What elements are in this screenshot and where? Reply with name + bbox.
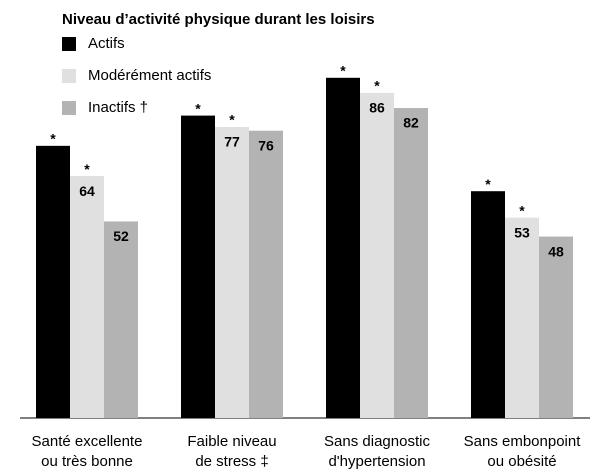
bar (539, 236, 573, 418)
value-label: 76 (258, 137, 274, 153)
x-tick-label: d'hypertension (328, 453, 425, 470)
bar (394, 108, 428, 418)
value-label: 53 (514, 224, 530, 240)
chart-title: Niveau d’activité physique durant les lo… (62, 11, 375, 28)
value-label: 72 (45, 153, 61, 169)
bar (360, 92, 394, 419)
legend-label: Actifs (88, 35, 125, 52)
legend-swatch (62, 69, 76, 83)
bar (181, 115, 215, 418)
value-label: 86 (369, 100, 385, 116)
x-tick-label: ou très bonne (41, 453, 133, 470)
value-label: 82 (403, 115, 419, 131)
value-label: 80 (190, 122, 206, 138)
x-tick-label: Sans embonpoint (464, 433, 582, 450)
bar (215, 126, 249, 418)
bar (471, 191, 505, 418)
bar (104, 221, 138, 418)
legend-label: Modérément actifs (88, 67, 211, 84)
significance-marker: * (50, 131, 56, 147)
significance-marker: * (485, 176, 491, 192)
x-tick-label: ou obésité (487, 453, 556, 470)
significance-marker: * (374, 78, 380, 94)
significance-marker: * (195, 100, 201, 116)
legend-label: Inactifs † (88, 99, 148, 116)
bar (36, 145, 70, 418)
value-label: 64 (79, 183, 95, 199)
bar (249, 130, 283, 418)
value-label: 52 (113, 228, 129, 244)
x-tick-label: Santé excellente (32, 433, 143, 450)
significance-marker: * (519, 202, 525, 218)
legend-swatch (62, 37, 76, 51)
x-tick-label: Sans diagnostic (324, 433, 430, 450)
x-tick-label: de stress ‡ (195, 453, 268, 470)
value-label: 60 (480, 198, 496, 214)
x-tick-label: Faible niveau (187, 433, 276, 450)
bar (70, 176, 104, 418)
significance-marker: * (84, 161, 90, 177)
bar (326, 77, 360, 419)
bar (505, 217, 539, 418)
value-label: 90 (335, 85, 351, 101)
value-label: 77 (224, 134, 240, 150)
significance-marker: * (229, 112, 235, 128)
significance-marker: * (340, 63, 346, 79)
value-label: 48 (548, 243, 564, 259)
legend-swatch (62, 101, 76, 115)
